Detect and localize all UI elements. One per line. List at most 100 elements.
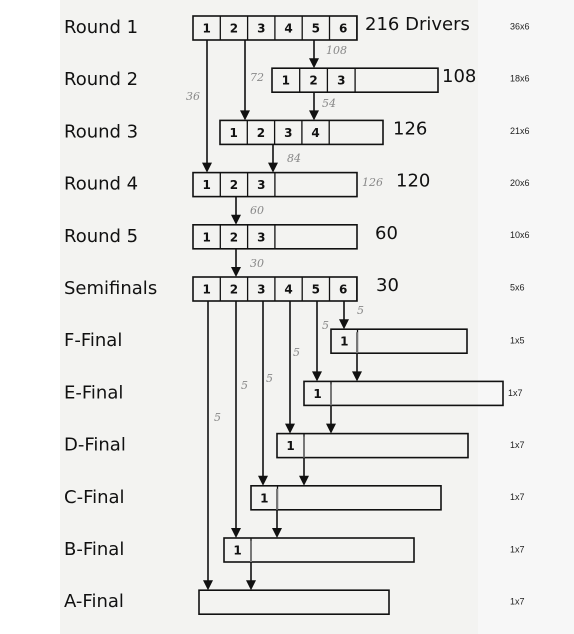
- row-format: 18x6: [510, 74, 530, 84]
- arrow-head: [246, 580, 256, 591]
- row-label: Round 1: [64, 17, 138, 38]
- cell-number: 2: [230, 230, 238, 244]
- cell-number: 5: [312, 283, 320, 297]
- row-box: [198, 589, 390, 616]
- arrow-head: [258, 475, 268, 486]
- margin: [478, 0, 574, 634]
- row-format: 1x7: [508, 388, 523, 398]
- cell-number: 1: [282, 74, 290, 88]
- arrow-head: [299, 475, 309, 486]
- row-format: 20x6: [510, 178, 530, 188]
- handwritten-note: 54: [322, 97, 336, 110]
- arrow-head: [203, 580, 213, 591]
- cell-number: 3: [257, 178, 265, 192]
- handwritten-note: 84: [287, 152, 301, 165]
- arrow-head: [309, 58, 319, 69]
- row-total: 216 Drivers: [365, 14, 470, 35]
- row-format: 1x7: [510, 544, 525, 554]
- row-total: 30: [376, 275, 399, 296]
- cell-number: 1: [202, 178, 210, 192]
- row-format: 1x7: [510, 597, 525, 607]
- row-total: 120: [396, 171, 430, 192]
- row-label: F-Final: [64, 330, 122, 351]
- handwritten-note: 108: [326, 44, 347, 57]
- cell-number: 3: [257, 283, 265, 297]
- row-label: Round 2: [64, 69, 138, 90]
- cell-number: 1: [202, 283, 210, 297]
- cell-number: 1: [229, 126, 237, 140]
- cell-number: 3: [337, 74, 345, 88]
- arrow-head: [326, 423, 336, 434]
- row-label: Round 4: [64, 174, 138, 195]
- cell-number: 1: [202, 22, 210, 36]
- handwritten-note: 60: [250, 204, 264, 217]
- arrow-head: [240, 110, 250, 121]
- row-box: [303, 380, 504, 407]
- handwritten-note: 5: [241, 379, 248, 392]
- arrow-head: [231, 267, 241, 277]
- row-format: 1x7: [510, 440, 525, 450]
- cell-number: 1: [340, 335, 348, 349]
- row-total: 60: [375, 223, 398, 244]
- row-format: 5x6: [510, 282, 525, 292]
- row-label: A-Final: [64, 591, 124, 612]
- row-total: 108: [442, 66, 476, 87]
- row-total: 126: [393, 118, 427, 139]
- row-box: [250, 484, 442, 511]
- cell-number: 4: [284, 283, 292, 297]
- handwritten-note: 5: [214, 411, 221, 424]
- row-label: B-Final: [64, 539, 124, 560]
- row-box: [223, 537, 415, 563]
- arrow-head: [202, 162, 212, 173]
- handwritten-note: 30: [250, 257, 264, 270]
- cell-number: 3: [257, 22, 265, 36]
- arrow-head: [231, 528, 241, 538]
- arrow-head: [231, 214, 241, 225]
- cell-number: 1: [286, 439, 294, 453]
- cell-number: 1: [313, 387, 321, 401]
- cell-number: 2: [230, 178, 238, 192]
- cell-number: 3: [284, 126, 292, 140]
- row-format: 36x6: [510, 21, 530, 31]
- cell-number: 1: [233, 544, 241, 558]
- handwritten-note: 72: [250, 71, 264, 84]
- arrow-head: [268, 162, 278, 173]
- cell-number: 1: [202, 230, 210, 244]
- handwritten-note: 5: [357, 304, 364, 317]
- row-label: C-Final: [64, 487, 125, 508]
- arrow-head: [352, 371, 362, 382]
- row-label: Round 3: [64, 121, 138, 142]
- handwritten-note: 5: [293, 346, 300, 359]
- row-box: [330, 328, 468, 355]
- row-label: Semifinals: [64, 278, 157, 299]
- cell-number: 2: [230, 22, 238, 36]
- row-format: 1x5: [510, 336, 525, 346]
- row-format: 10x6: [510, 230, 530, 240]
- handwritten-note: 5: [266, 372, 273, 385]
- arrow-head: [339, 319, 349, 330]
- handwritten-note: 5: [322, 319, 329, 332]
- row-label: E-Final: [64, 382, 123, 403]
- row-label: D-Final: [64, 435, 126, 456]
- cell-number: 6: [339, 283, 347, 297]
- margin: [0, 0, 60, 634]
- row-box: [276, 432, 469, 459]
- row-label: Round 5: [64, 226, 138, 247]
- cell-number: 4: [284, 22, 292, 36]
- handwritten-note: 126: [362, 176, 383, 189]
- row-format: 21x6: [510, 126, 530, 136]
- cell-number: 2: [309, 74, 317, 88]
- arrow-head: [285, 423, 295, 434]
- row-format: 1x7: [510, 492, 525, 502]
- cell-number: 4: [311, 126, 319, 140]
- cell-number: 5: [312, 22, 320, 36]
- cell-number: 2: [257, 126, 265, 140]
- handwritten-note: 36: [186, 90, 200, 103]
- cell-number: 1: [260, 491, 268, 505]
- arrow-head: [272, 528, 282, 538]
- cell-number: 6: [339, 22, 347, 36]
- arrow-head: [312, 371, 322, 382]
- cell-number: 2: [230, 283, 238, 297]
- cell-number: 3: [257, 230, 265, 244]
